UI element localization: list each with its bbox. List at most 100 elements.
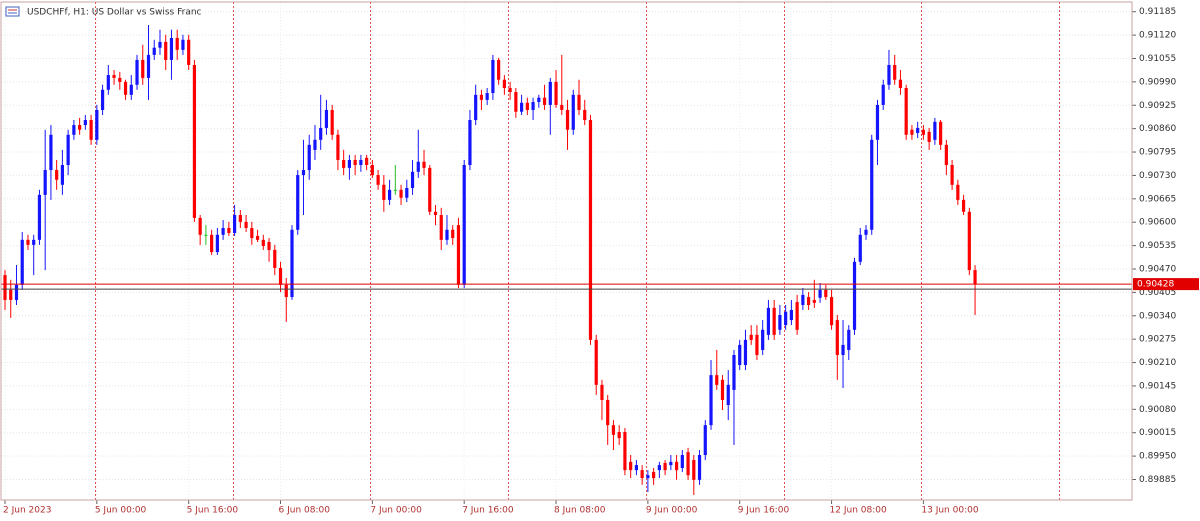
candle-body [233, 215, 237, 234]
candle-body [606, 399, 610, 426]
candle-body [428, 167, 432, 212]
candle-body [238, 215, 242, 222]
candle-body [818, 289, 822, 298]
x-tick-label: 9 Jun 16:00 [738, 506, 790, 516]
candle-body [738, 344, 742, 366]
candle-body [881, 84, 885, 105]
candle-body [456, 225, 461, 285]
candle-body [743, 339, 748, 366]
candle-body [445, 229, 449, 240]
grid-layer [1, 2, 1132, 500]
candle-body [158, 41, 162, 48]
candle-body [514, 91, 518, 112]
candle-body [893, 64, 897, 80]
candle-body [577, 94, 581, 110]
candle-body [807, 297, 811, 305]
candle-body [399, 189, 403, 198]
candle-body [801, 294, 805, 305]
separator-layer [95, 2, 1060, 500]
candle-body [692, 460, 696, 480]
candle-body [508, 87, 512, 92]
candle-body [112, 75, 116, 78]
candle-body [927, 131, 931, 142]
candle-body [330, 109, 334, 135]
candle-body [916, 127, 920, 133]
candle-body [9, 289, 13, 300]
candle-body [703, 425, 707, 456]
x-tick-label: 7 Jun 16:00 [462, 506, 514, 516]
candle-body [491, 59, 495, 94]
candle-body [858, 234, 862, 262]
candle-body [416, 161, 420, 172]
candle-body [468, 120, 472, 166]
candle-body [204, 234, 208, 236]
x-tick-label: 12 Jun 08:00 [830, 506, 887, 516]
candle-body [669, 461, 673, 466]
candle-body [307, 144, 311, 171]
candle-body [347, 159, 351, 168]
candle-body [560, 104, 564, 110]
candle-body [634, 465, 638, 471]
y-tick-label: 0.91185 [1139, 7, 1176, 17]
y-tick-label: 0.90275 [1139, 335, 1176, 345]
candle-body [72, 125, 76, 135]
candle-body [950, 165, 954, 185]
candle-body [657, 465, 661, 471]
symbol-icon [5, 6, 20, 17]
candle-body [66, 134, 70, 166]
candle-body [956, 184, 960, 200]
axis-layer: 0.91185 0.91120 0.91055 0.90990 0.90925 0.908… [1, 7, 1199, 516]
candle-body [83, 120, 87, 126]
candle-body [49, 134, 53, 171]
candle-body [875, 104, 880, 140]
candle-body [502, 79, 506, 88]
y-tick-label: 0.90990 [1139, 77, 1176, 87]
y-tick-label: 0.90795 [1139, 148, 1176, 158]
candle-body [921, 129, 925, 135]
candle-body [778, 315, 782, 330]
candle-body [772, 307, 776, 335]
candle-body [261, 239, 265, 246]
candle-body [324, 109, 329, 128]
candle-body [623, 431, 627, 471]
candle-body [273, 249, 277, 268]
candle-body [474, 94, 478, 121]
candle-body [169, 37, 174, 60]
candle-body [479, 94, 484, 100]
candle-body [393, 189, 397, 191]
candle-body [164, 41, 168, 60]
y-tick-label: 0.90730 [1139, 171, 1176, 181]
candle-body [720, 379, 725, 400]
candle-body [766, 307, 771, 335]
candle-body [961, 199, 966, 212]
candle-body [967, 211, 971, 271]
candle-body [118, 77, 122, 82]
y-tick-label: 0.90470 [1139, 264, 1176, 274]
y-tick-label: 0.90600 [1139, 218, 1176, 228]
candle-body [497, 59, 501, 80]
candle-body [594, 339, 598, 385]
candle-body [652, 471, 656, 479]
candle-body [583, 109, 587, 121]
candle-body [898, 79, 903, 88]
candle-body [187, 39, 191, 65]
candle-body [841, 344, 845, 355]
candle-body [192, 64, 197, 218]
y-tick-label: 0.91120 [1139, 31, 1176, 41]
candle-body [852, 261, 857, 330]
candle-body [789, 310, 793, 321]
candle-body [290, 229, 294, 298]
candle-body [686, 452, 690, 476]
y-tick-label: 0.90535 [1139, 241, 1176, 251]
candle-body [537, 97, 541, 103]
y-tick-label: 0.91055 [1139, 54, 1176, 64]
candle-body [37, 194, 42, 240]
candle-body [542, 97, 547, 105]
candle-layer [3, 25, 977, 495]
candle-body [944, 144, 948, 166]
candle-body [812, 299, 816, 303]
candle-body [301, 170, 306, 176]
candle-body [181, 39, 185, 50]
candle-body [784, 311, 788, 326]
